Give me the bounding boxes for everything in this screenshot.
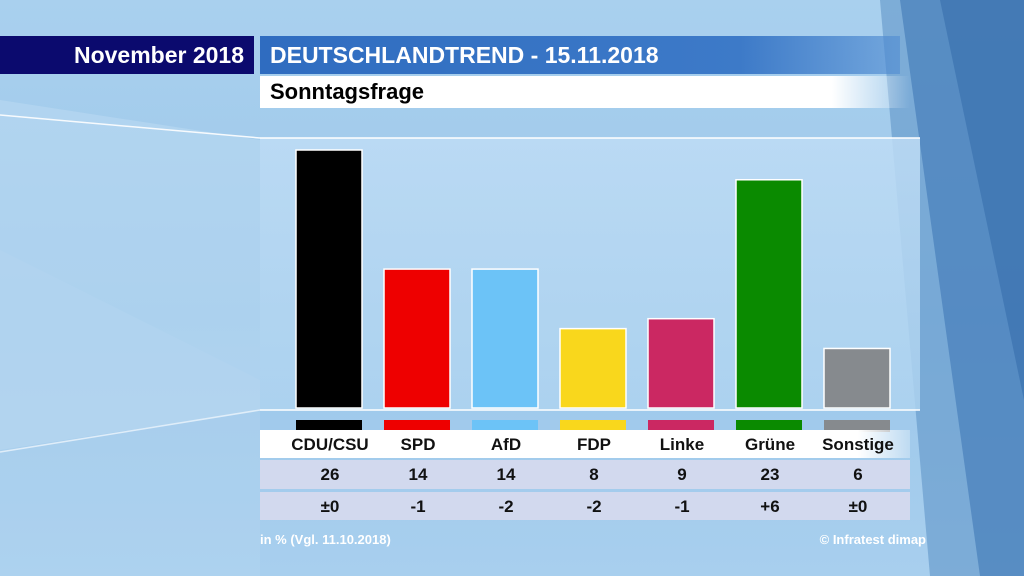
color-key-cdu-csu: [296, 420, 362, 432]
change-label: -1: [674, 497, 690, 516]
change-label: ±0: [320, 497, 340, 516]
change-label: +6: [760, 497, 780, 516]
header-date-label: November 2018: [0, 36, 254, 74]
unit-note: in % (Vgl. 11.10.2018): [260, 532, 391, 547]
color-key-gr-ne: [736, 420, 802, 432]
value-label: 26: [320, 465, 340, 484]
bar-cdu-csu: [295, 149, 363, 409]
change-label: -2: [498, 497, 514, 516]
bar-afd: [471, 268, 539, 409]
changes-row: ±0 -1 -2 -2 -1 +6 ±0: [260, 492, 910, 520]
source-credit: © Infratest dimap: [819, 532, 926, 547]
color-key-fdp: [560, 420, 626, 432]
party-label: SPD: [400, 435, 436, 454]
value-label: 14: [408, 465, 428, 484]
values-row: 26 14 14 8 9 23 6: [260, 460, 910, 489]
party-labels-row: CDU/CSU SPD AfD FDP Linke Grüne Sonstige: [260, 430, 910, 458]
bar-sonstige: [823, 347, 891, 409]
value-label: 23: [760, 465, 780, 484]
color-key-linke: [648, 420, 714, 432]
value-label: 14: [496, 465, 516, 484]
chart-title: Sonntagsfrage: [260, 76, 910, 108]
color-key-spd: [384, 420, 450, 432]
color-key-sonstige: [824, 420, 890, 432]
header-title: DEUTSCHLANDTREND - 15.11.2018: [260, 36, 900, 74]
change-label: ±0: [848, 497, 868, 516]
party-label: FDP: [577, 435, 611, 454]
bar-spd: [383, 268, 451, 409]
change-label: -1: [410, 497, 426, 516]
party-label: Sonstige: [822, 435, 894, 454]
value-label: 6: [853, 465, 863, 484]
party-label: Grüne: [744, 435, 796, 454]
party-label: CDU/CSU: [291, 435, 369, 454]
party-label: Linke: [659, 435, 705, 454]
change-label: -2: [586, 497, 602, 516]
bar-fdp: [559, 327, 627, 409]
bar-linke: [647, 317, 715, 409]
bar-gr-ne: [735, 179, 803, 409]
value-label: 9: [677, 465, 687, 484]
value-label: 8: [589, 465, 599, 484]
color-key-afd: [472, 420, 538, 432]
party-label: AfD: [490, 435, 522, 454]
